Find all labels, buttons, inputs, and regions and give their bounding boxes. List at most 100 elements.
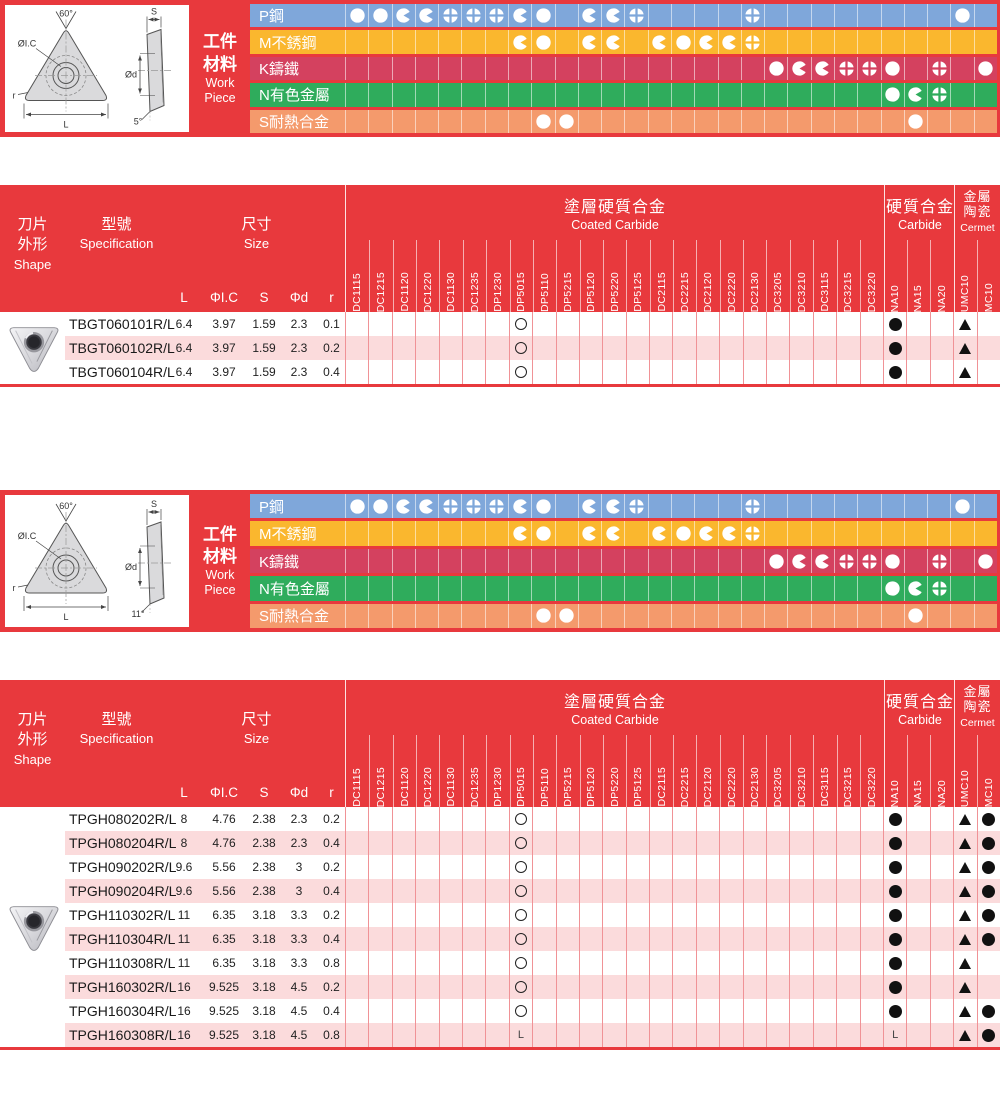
grade-name: DC3205	[772, 271, 785, 312]
grade-cell-MC10	[976, 807, 1000, 831]
black-circle-mark	[982, 860, 996, 874]
grade-cell-DP5015	[508, 999, 532, 1023]
material-suitability-cell	[345, 494, 368, 519]
grade-column-label: DP5015	[509, 735, 533, 807]
grade-cell-NA15	[906, 312, 929, 336]
grade-cell-DP5110	[532, 807, 555, 831]
svg-text:L: L	[63, 120, 68, 130]
grade-name: DC3115	[819, 272, 832, 312]
table-row: TPGH110304R/L 11 6.35 3.18 3.3 0.4	[0, 927, 1000, 951]
grade-cell-DC2115	[649, 975, 672, 999]
material-suitability-cell	[787, 603, 810, 629]
grade-cell-DP1230	[485, 831, 508, 855]
grade-cell-DC1115	[345, 855, 368, 879]
material-suitability-cell	[834, 83, 857, 107]
material-suitability-cell	[438, 83, 461, 107]
grade-column-label: DC3210	[789, 240, 813, 312]
grade-cell-DC2120	[695, 927, 719, 951]
black-triangle-mark	[959, 837, 972, 849]
material-suitability-cell	[810, 109, 834, 134]
material-row: P鋼	[250, 494, 997, 519]
grade-cell-DP5215	[555, 927, 579, 951]
spec-cell: TPGH090204R/L	[69, 883, 177, 899]
grade-cell-DC2215	[672, 999, 695, 1023]
material-suitability-cell	[903, 109, 927, 134]
coated-carbide-group: 塗層硬質合金 Coated Carbide	[346, 680, 884, 807]
material-suitability-cell	[787, 56, 810, 81]
grade-column-label: NA15	[906, 240, 930, 312]
material-suitability-cell	[857, 603, 880, 629]
size-cell-r: 0.2	[323, 860, 340, 874]
grade-cell-NA10	[883, 360, 906, 384]
group-title-en: Coated Carbide	[571, 218, 659, 232]
material-suitability-cell	[740, 576, 764, 601]
grade-cell-DC2215	[672, 360, 695, 384]
grade-cell-DC1120	[391, 951, 415, 975]
table-header: 刀片 外形 Shape 型號 Specification 尺寸 Size L ΦI…	[0, 185, 1000, 312]
material-suitability-cell	[973, 576, 997, 601]
size-header-en: Size	[243, 236, 270, 252]
grade-column-label: DP5120	[579, 735, 603, 807]
material-suitability-cell	[508, 494, 531, 519]
grade-name: DC3215	[842, 766, 855, 807]
grade-cell-DC3215	[836, 831, 859, 855]
grade-cell-DC1235	[461, 312, 485, 336]
grade-column-label: DC2130	[743, 240, 766, 312]
grade-cell-MC10	[976, 360, 1000, 384]
grade-cell-DC1130	[438, 951, 462, 975]
material-suitability-cell	[438, 56, 461, 81]
spec-header-zh: 型號	[101, 216, 132, 233]
grade-cell-DC1120	[391, 855, 415, 879]
grade-cell-DC1115	[345, 951, 368, 975]
material-suitability-cell	[810, 548, 834, 574]
size-cell-d: 2.3	[290, 836, 308, 850]
size-cell-l: 9.6	[175, 860, 193, 874]
grade-column-label: DP5220	[602, 735, 626, 807]
grade-cell-DP5120	[578, 312, 602, 336]
open-circle-mark	[514, 342, 527, 354]
grade-cell-DC3215	[836, 1023, 859, 1047]
svg-text:S: S	[151, 499, 157, 509]
black-circle-mark	[888, 932, 902, 946]
grade-name: DC2130	[748, 271, 761, 312]
material-suitability-cell	[531, 56, 554, 81]
grade-cell-DP1230	[485, 975, 508, 999]
material-suitability-cell	[857, 109, 880, 134]
material-suitability-cell	[624, 4, 647, 28]
grade-cell-DC3205	[766, 951, 789, 975]
grade-cell-DC3115	[812, 951, 836, 975]
size-cell-ic: 3.97	[212, 341, 236, 355]
grade-name: DP5215	[562, 767, 575, 807]
material-suitability-cell	[950, 494, 973, 519]
grade-column-label: NA15	[906, 735, 930, 807]
material-suitability-cell	[671, 576, 694, 601]
grade-cell-DC3220	[859, 879, 883, 903]
material-suitability-cell	[484, 83, 508, 107]
grade-column-label: DC1235	[462, 240, 486, 312]
grade-cell-DP5015	[508, 855, 532, 879]
grade-cell-MC10	[976, 927, 1000, 951]
grade-cell-DC3210	[789, 927, 812, 951]
material-suitability-cell	[484, 4, 508, 28]
dimension-headers: L ΦI.C S Φd r	[168, 785, 345, 800]
grade-cell-DP5120	[578, 903, 602, 927]
grade-column-label: DC2130	[743, 735, 766, 807]
grade-cell-DP5125	[625, 1023, 649, 1047]
grade-cell-DC2120	[695, 951, 719, 975]
grade-column-label: DC2120	[696, 240, 719, 312]
grade-column-label: DC1220	[416, 735, 439, 807]
grade-cell-DC2120	[695, 999, 719, 1023]
grade-cell-DP5110	[532, 855, 555, 879]
size-cell-ic: 9.525	[208, 980, 240, 994]
material-suitability-cell	[484, 548, 508, 574]
black-circle-mark	[888, 956, 902, 970]
grade-cell-DC1220	[415, 831, 438, 855]
grade-column-label: UMC10	[953, 735, 976, 807]
grade-cell-MC10	[976, 831, 1000, 855]
material-suitability-cell	[508, 30, 531, 54]
grade-cell-DP5125	[625, 312, 649, 336]
grade-cell-DP5125	[625, 807, 649, 831]
grade-cell-DC2130	[742, 336, 766, 360]
grade-name: DC3210	[795, 766, 808, 807]
grade-cell-DP5125	[625, 903, 649, 927]
